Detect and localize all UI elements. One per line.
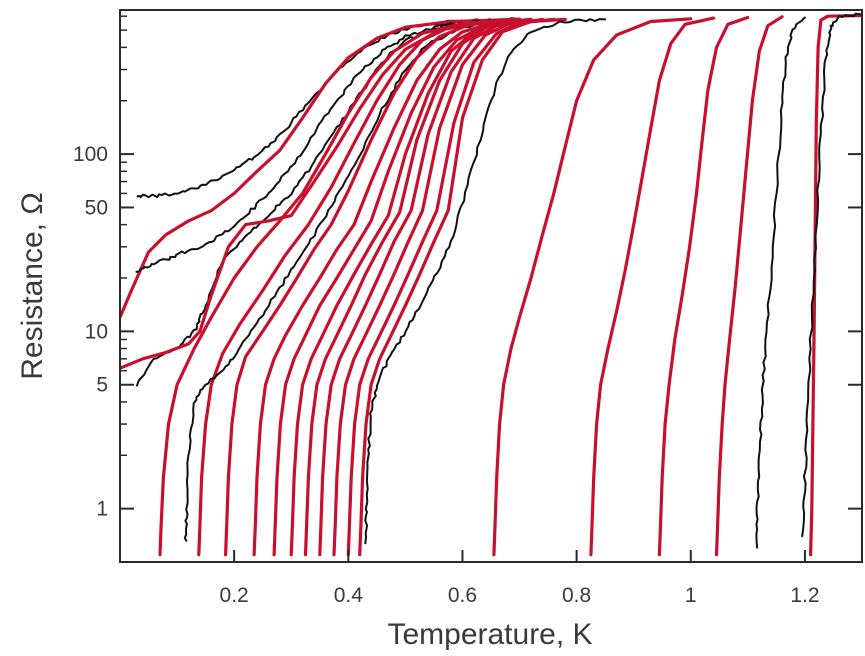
plot-frame (119, 9, 863, 563)
x-tick-label: 0.6 (448, 584, 477, 607)
fit-curve (318, 17, 533, 557)
y-tick-label: 10 (85, 320, 108, 343)
y-tick-label: 50 (85, 196, 108, 219)
y-axis: 1 5 10 50 100 (73, 15, 862, 521)
fit-curve (289, 17, 533, 557)
fit-curve (492, 17, 693, 557)
fit-curve (589, 16, 716, 557)
measured-curve (136, 17, 521, 199)
fit-curve (224, 18, 510, 557)
measured-curve (364, 18, 607, 545)
measured-curve (755, 16, 806, 549)
fit-curve (158, 17, 522, 557)
fit-curve (303, 18, 522, 557)
fit-curve (252, 17, 522, 557)
measured-curve (801, 12, 862, 538)
x-tick-label: 1 (685, 584, 697, 607)
fit-curve (120, 17, 522, 319)
y-tick-label: 1 (96, 498, 108, 521)
x-tick-label: 0.4 (334, 584, 364, 607)
y-axis-title: Resistance, Ω (16, 192, 49, 380)
x-axis: 0.2 0.4 0.6 0.8 1 1.2 (220, 550, 820, 607)
y-tick-label: 5 (96, 374, 108, 397)
fit-curve (358, 17, 567, 557)
fit-curve (809, 13, 862, 557)
x-tick-label: 0.8 (562, 584, 591, 607)
x-axis-title: Temperature, K (387, 618, 592, 651)
fit-curve (332, 17, 544, 557)
measured-curve (136, 17, 521, 387)
fit-curve (272, 17, 522, 557)
data-curves (120, 12, 862, 557)
fit-curve (657, 15, 750, 557)
fit-curve (714, 15, 784, 557)
fit-curve (120, 17, 522, 370)
x-tick-label: 0.2 (220, 584, 249, 607)
fit-curve (197, 17, 522, 557)
y-tick-label: 100 (73, 143, 108, 166)
fit-curve (346, 17, 556, 557)
x-tick-label: 1.2 (790, 584, 819, 607)
